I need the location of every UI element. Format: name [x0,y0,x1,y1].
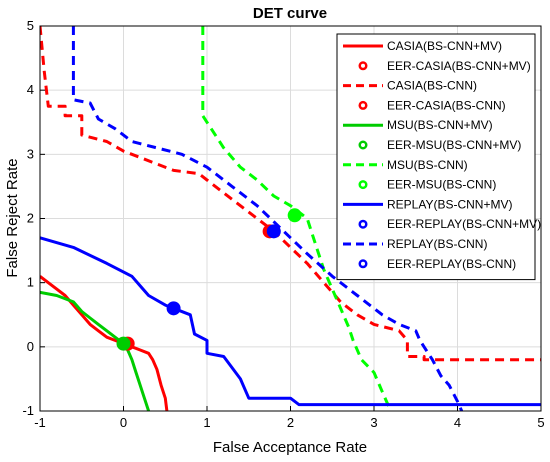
legend-label: EER-CASIA(BS-CNN) [387,98,506,112]
x-ticks: -1 0 1 2 3 4 5 [34,406,545,430]
legend-label: EER-MSU(BS-CNN+MV) [387,138,521,152]
legend-marker-center [361,222,365,227]
legend-label: CASIA(BS-CNN+MV) [387,39,502,53]
series-line-casia-bs-cnn-mv [40,275,169,411]
legend-label: REPLAY(BS-CNN) [387,237,487,251]
chart-title: DET curve [253,5,327,22]
legend: CASIA(BS-CNN+MV) EER-CASIA(BS-CNN+MV) CASI… [336,33,541,281]
series-line-replay-bs-cnn [71,26,464,411]
legend-label: MSU(BS-CNN+MV) [387,118,493,132]
series-layer [40,26,541,411]
x-tick-label: 2 [287,415,294,430]
series-line-replay-bs-cnn-mv [40,236,541,407]
legend-marker-center [361,261,365,266]
series-line-casia-bs-cnn [40,26,541,362]
legend-marker-center [361,103,365,108]
legend-box [336,33,536,281]
legend-marker-center [361,63,365,68]
legend-label: MSU(BS-CNN) [387,158,468,172]
x-tick-label: 4 [454,415,461,430]
y-tick-label: 3 [27,146,34,161]
y-tick-label: 2 [27,211,34,226]
eer-point-eer-msu-bs-cnn-mv [116,336,131,351]
y-tick-label: 1 [27,275,34,290]
legend-label: EER-MSU(BS-CNN) [387,178,496,192]
x-tick-label: 5 [537,415,544,430]
series-line-msu-bs-cnn-mv [40,290,151,411]
y-tick-label: 4 [27,82,34,97]
series-line-msu-bs-cnn [201,26,393,411]
y-tick-label: 5 [27,18,34,33]
eer-point-eer-replay-bs-cnn [266,224,281,239]
legend-label: EER-REPLAY(BS-CNN+MV) [387,217,541,231]
x-tick-label: 0 [120,415,127,430]
x-tick-label: 1 [203,415,210,430]
x-tick-label: -1 [34,415,46,430]
legend-label: EER-REPLAY(BS-CNN) [387,257,516,271]
legend-marker-center [361,143,365,147]
legend-label: REPLAY(BS-CNN+MV) [387,197,512,211]
legend-label: EER-CASIA(BS-CNN+MV) [387,59,531,73]
eer-point-eer-msu-bs-cnn [287,208,302,223]
y-ticks: -1 0 1 2 3 4 5 [22,18,45,418]
y-axis-label: False Reject Rate [4,158,21,277]
eer-point-eer-replay-bs-cnn-mv [166,301,181,316]
y-tick-label: -1 [22,403,34,418]
legend-label: CASIA(BS-CNN) [387,79,477,93]
x-tick-label: 3 [370,415,377,430]
x-axis-label: False Acceptance Rate [213,439,367,456]
y-tick-label: 0 [27,339,34,354]
legend-marker-center [361,182,365,187]
